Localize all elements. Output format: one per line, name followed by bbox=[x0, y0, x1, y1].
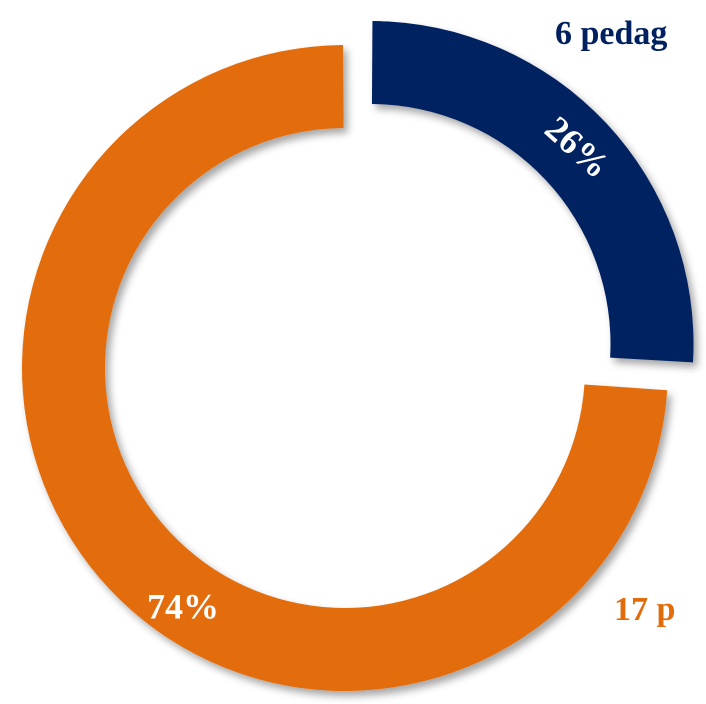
value-label: 74% bbox=[147, 586, 219, 626]
annotation: 6 pedag bbox=[555, 15, 667, 52]
donut-slice bbox=[371, 21, 694, 363]
annotation: 17 p bbox=[614, 591, 675, 628]
slices bbox=[21, 21, 694, 692]
